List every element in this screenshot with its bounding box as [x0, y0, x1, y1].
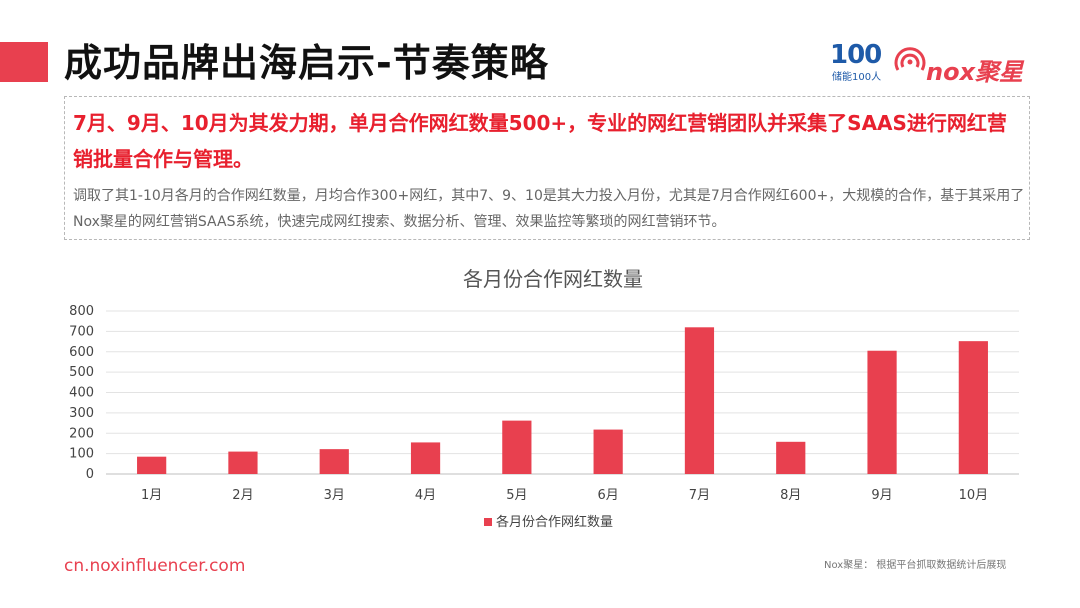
chart-title: 各月份合作网红数量 [463, 267, 643, 291]
legend-label: 各月份合作网红数量 [496, 514, 613, 530]
bar-chart: 各月份合作网红数量 1月 2月 3月 4月 5月 6月 7月 8月 9月 10月 0 100 200 3… [64, 258, 1030, 538]
logo-100-number: 100 [830, 40, 882, 70]
logo-100-caption: 储能100人 [832, 72, 882, 83]
bar [410, 442, 441, 474]
logo-100: 100 储能100人 [830, 40, 888, 84]
y-tick-label: 600 [69, 345, 94, 360]
summary-detail: 调取了其1-10月各月的合作网红数量，月均合作300+网红，其中7、9、10是其… [73, 188, 1025, 230]
bar [958, 341, 988, 474]
bar [228, 451, 258, 474]
x-tick-label: 6月 [598, 488, 619, 503]
bar [867, 350, 897, 474]
summary-headline: 7月、9月、10月为其发力期，单月合作网红数量500+，专业的网红营销团队并采集… [73, 111, 1007, 171]
title-accent-bar [0, 42, 48, 82]
bar [137, 456, 167, 474]
bar [319, 449, 349, 474]
footer-url[interactable]: cn.noxinfluencer.com [64, 556, 246, 576]
y-tick-label: 700 [69, 324, 94, 339]
logo-nox-text: nox聚星 [926, 58, 1024, 86]
x-tick-label: 10月 [959, 488, 989, 503]
bar [684, 327, 715, 474]
y-tick-label: 500 [69, 365, 94, 380]
x-tick-label: 7月 [689, 488, 710, 503]
x-tick-label: 8月 [780, 488, 801, 503]
x-tick-label: 3月 [324, 488, 345, 503]
source-note: Nox聚星： 根据平台抓取数据统计后展现 [824, 560, 1007, 571]
y-tick-label: 300 [69, 406, 94, 421]
y-tick-label: 100 [69, 447, 94, 462]
x-tick-label: 2月 [232, 488, 253, 503]
page-title: 成功品牌出海启示-节奏策略 [64, 41, 549, 85]
legend-swatch [484, 518, 492, 526]
chart-canvas: 各月份合作网红数量 1月 2月 3月 4月 5月 6月 7月 8月 9月 10月 0 100 200 3… [69, 267, 1019, 530]
y-tick-label: 200 [69, 426, 94, 441]
nox-signal-icon [894, 47, 926, 71]
x-tick-label: 4月 [415, 488, 436, 503]
x-tick-label: 1月 [141, 488, 162, 503]
summary-box: 7月、9月、10月为其发力期，单月合作网红数量500+，专业的网红营销团队并采集… [64, 96, 1030, 240]
y-tick-label: 800 [69, 304, 94, 319]
bar [502, 420, 532, 474]
bar [593, 429, 623, 474]
logo-nox: nox聚星 [892, 40, 1024, 86]
x-tick-label: 9月 [871, 488, 892, 503]
y-tick-label: 0 [86, 467, 94, 482]
bar [776, 441, 806, 474]
x-tick-label: 5月 [506, 488, 527, 503]
y-tick-label: 400 [69, 386, 94, 401]
